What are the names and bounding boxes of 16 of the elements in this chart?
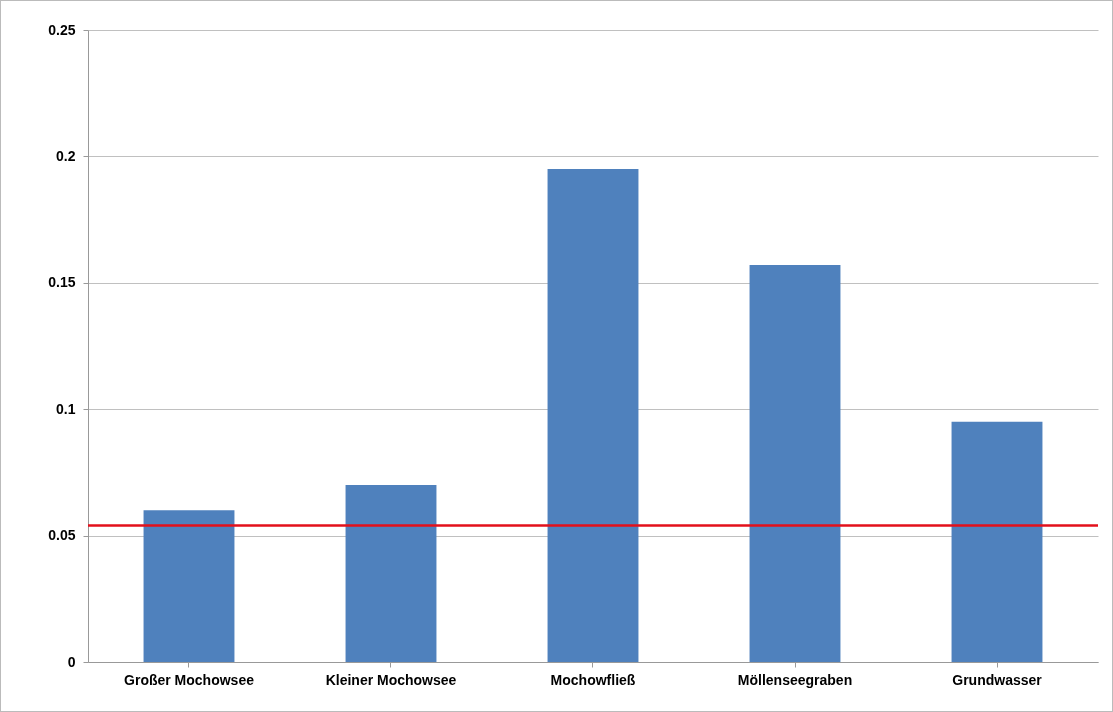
- x-tick-label: Möllenseegraben: [737, 671, 853, 688]
- bar: [547, 169, 639, 662]
- y-tick-label: 0.15: [48, 274, 76, 291]
- y-tick-label: 0.05: [48, 527, 76, 544]
- x-tick-label: Mochowfließ: [550, 671, 636, 688]
- x-tick-label: Kleiner Mochowsee: [325, 671, 457, 688]
- bar: [951, 421, 1043, 662]
- y-tick-label: 0.1: [56, 400, 76, 417]
- x-tick-label: Grundwasser: [952, 671, 1043, 688]
- x-tick-label: Großer Mochowsee: [124, 671, 255, 688]
- y-tick-label: 0.2: [56, 147, 76, 164]
- y-tick-label: 0: [67, 653, 76, 670]
- y-tick-label: 0.25: [48, 21, 76, 38]
- bar: [345, 485, 437, 662]
- bar: [749, 265, 841, 662]
- bar: [143, 510, 235, 662]
